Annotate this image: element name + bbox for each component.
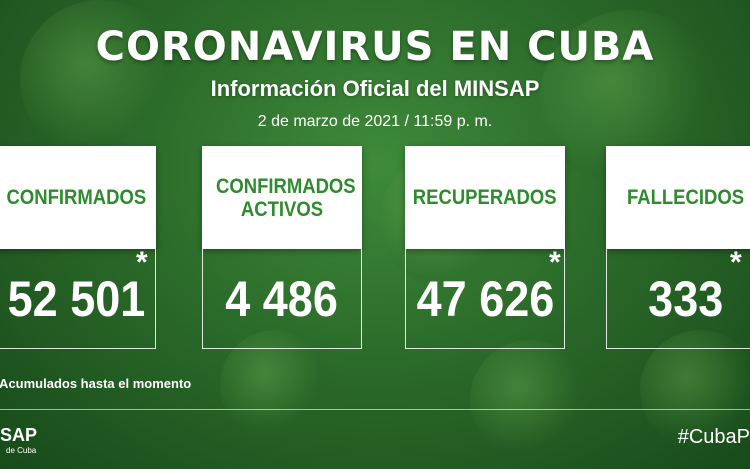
hashtag: #CubaP bbox=[677, 426, 750, 448]
minsap-logo: SAP bbox=[0, 425, 38, 445]
stat-value-box: 333 bbox=[606, 249, 750, 349]
stat-label: RECUPERADOS bbox=[413, 186, 557, 209]
stat-label: FALLECIDOS bbox=[627, 186, 745, 209]
stat-asterisk: * bbox=[730, 246, 742, 279]
divider bbox=[0, 409, 750, 410]
report-date: 2 de marzo de 2021 / 11:59 p. m. bbox=[257, 113, 493, 130]
virus-decoration bbox=[640, 330, 750, 450]
stat-asterisk: * bbox=[136, 246, 148, 279]
page-subtitle: Información Oficial del MINSAP bbox=[210, 76, 540, 101]
footnote: *Acumulados hasta el momento bbox=[0, 376, 192, 391]
virus-decoration bbox=[470, 340, 590, 460]
stat-value: 333 bbox=[648, 270, 724, 327]
stat-asterisk: * bbox=[549, 246, 561, 279]
minsap-logo-sub: de Cuba bbox=[6, 446, 37, 455]
stat-label: CONFIRMADOS ACTIVOS bbox=[216, 174, 356, 221]
stat-card-recuperados: RECUPERADOS bbox=[405, 146, 565, 249]
stat-card-fallecidos: FALLECIDOS bbox=[606, 146, 750, 249]
page-title: CORONAVIRUS EN CUBA bbox=[95, 24, 655, 70]
stat-value: 52 501 bbox=[7, 270, 145, 327]
stat-value: 4 486 bbox=[225, 270, 339, 327]
stat-value: 47 626 bbox=[416, 270, 554, 327]
stat-value-box: 4 486 bbox=[202, 249, 362, 349]
stat-label: CONFIRMADOS bbox=[6, 186, 146, 209]
stat-value-box: 52 501 bbox=[0, 249, 156, 349]
stat-value-box: 47 626 bbox=[405, 249, 565, 349]
stat-card-confirmados: CONFIRMADOS bbox=[0, 146, 156, 249]
virus-decoration bbox=[20, 0, 180, 160]
stat-card-confirmados-activos: CONFIRMADOS ACTIVOS bbox=[202, 146, 362, 249]
